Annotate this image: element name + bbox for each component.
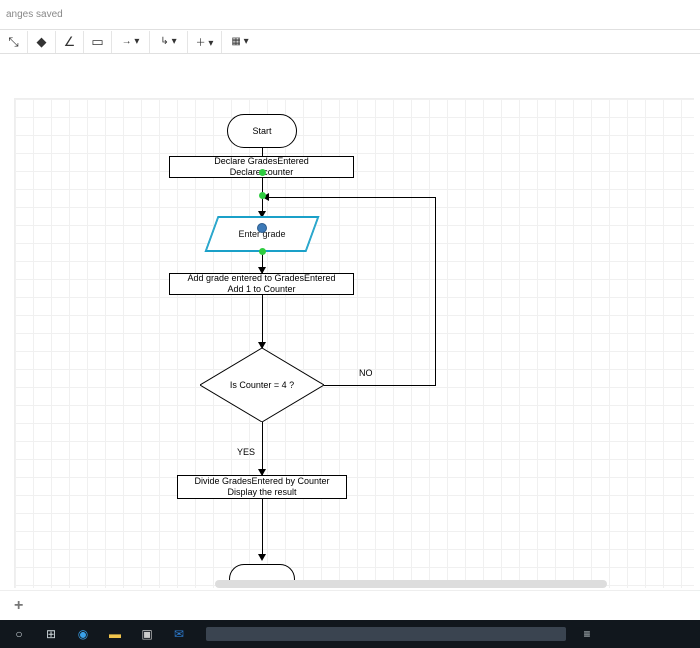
fill-tool[interactable]: ◆: [28, 31, 56, 53]
edge-icon[interactable]: ◉: [72, 624, 94, 644]
yes-label: YES: [237, 447, 255, 457]
node-divide-line2: Display the result: [227, 487, 296, 498]
mail-icon[interactable]: ✉: [168, 624, 190, 644]
anchor-dot[interactable]: [259, 192, 266, 199]
taskbar: ○ ⊞ ◉ ▬ ▣ ✉ ≡: [0, 620, 700, 648]
node-add-line1: Add grade entered to GradesEntered: [187, 273, 335, 284]
arrow-tool[interactable]: → ▾: [112, 31, 150, 53]
add-shape-tool[interactable]: ＋ ▾: [188, 31, 222, 53]
edge: [265, 197, 436, 198]
no-label: NO: [359, 368, 373, 378]
explorer-icon[interactable]: ▬: [104, 624, 126, 644]
edge: [262, 499, 263, 559]
node-start[interactable]: Start: [227, 114, 297, 148]
node-add-line2: Add 1 to Counter: [227, 284, 295, 295]
node-decision-label: Is Counter = 4 ?: [200, 348, 324, 422]
anchor-dot[interactable]: [259, 248, 266, 255]
grid-tool[interactable]: ▦ ▾: [222, 31, 258, 53]
canvas[interactable]: Start Declare GradesEntered Declare coun…: [14, 98, 694, 588]
toolbar: ⤡ ◆ ∠ ▭ → ▾ ↳ ▾ ＋ ▾ ▦ ▾: [0, 30, 700, 54]
anchor-dot[interactable]: [259, 169, 266, 176]
elbow-tool[interactable]: ↳ ▾: [150, 31, 188, 53]
node-input[interactable]: Enter grade: [212, 217, 312, 251]
move-handle-icon[interactable]: [257, 223, 267, 233]
line-tool[interactable]: ∠: [56, 31, 84, 53]
arrowhead-icon: [258, 554, 266, 561]
node-divide-line1: Divide GradesEntered by Counter: [194, 476, 329, 487]
rect-tool[interactable]: ▭: [84, 31, 112, 53]
task-view-icon[interactable]: ⊞: [40, 624, 62, 644]
edge: [262, 422, 263, 475]
edge: [324, 385, 436, 386]
edge: [262, 148, 263, 156]
status-text: anges saved: [6, 9, 63, 20]
store-icon[interactable]: ▣: [136, 624, 158, 644]
sheet-tabs: +: [0, 590, 700, 620]
taskbar-overflow: [206, 627, 566, 641]
node-add[interactable]: Add grade entered to GradesEntered Add 1…: [169, 273, 354, 295]
node-decision[interactable]: Is Counter = 4 ?: [200, 348, 324, 422]
horizontal-scrollbar[interactable]: [215, 580, 607, 588]
search-icon[interactable]: ○: [8, 624, 30, 644]
add-sheet-button[interactable]: +: [14, 597, 23, 615]
node-divide[interactable]: Divide GradesEntered by Counter Display …: [177, 475, 347, 499]
status-bar: anges saved: [0, 0, 700, 30]
node-start-label: Start: [252, 126, 271, 137]
tray-app-icon[interactable]: ≡: [576, 624, 598, 644]
node-declare-line1: Declare GradesEntered: [214, 156, 309, 167]
canvas-viewport: Start Declare GradesEntered Declare coun…: [0, 54, 700, 588]
cursor-tool[interactable]: ⤡: [0, 31, 28, 53]
edge: [262, 295, 263, 348]
edge: [435, 197, 436, 385]
